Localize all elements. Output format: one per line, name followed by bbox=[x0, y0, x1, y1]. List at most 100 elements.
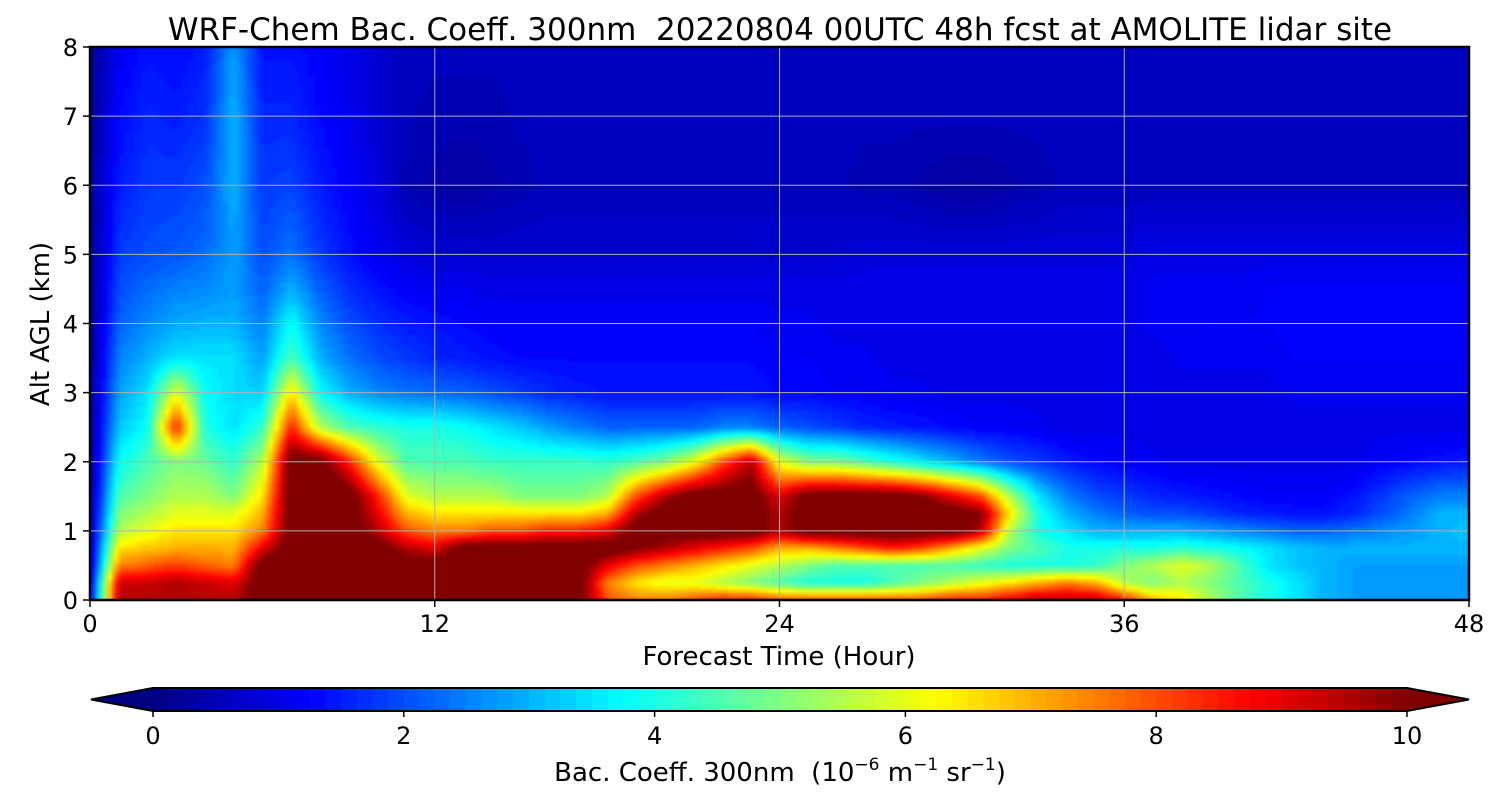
colorbar-segment bbox=[1140, 688, 1157, 711]
x-axis-ticks: 0 12 24 36 48 bbox=[82, 600, 1484, 638]
colorbar-segment bbox=[874, 688, 891, 711]
colorbar-segment bbox=[482, 688, 499, 711]
y-tick-label: 2 bbox=[63, 449, 78, 477]
colorbar-segment bbox=[435, 688, 452, 711]
colorbar-label-exponent: −6 bbox=[854, 755, 879, 775]
colorbar-segment bbox=[403, 688, 421, 711]
colorbar-segment bbox=[1046, 688, 1063, 711]
colorbar-segment bbox=[1250, 688, 1267, 711]
colorbar-segment bbox=[701, 688, 718, 711]
y-tick-label: 0 bbox=[63, 587, 78, 615]
colorbar-segment bbox=[184, 688, 201, 711]
colorbar-segment bbox=[889, 688, 906, 711]
y-tick-label: 3 bbox=[63, 380, 78, 408]
colorbar-segment bbox=[262, 688, 279, 711]
colorbar-extend-high bbox=[1407, 688, 1469, 711]
colorbar-segment bbox=[1156, 688, 1173, 711]
colorbar-segment bbox=[1312, 688, 1330, 711]
colorbar-segment bbox=[544, 688, 562, 711]
x-tick-label: 24 bbox=[764, 610, 795, 638]
y-axis-ticks: 0 1 2 3 4 5 6 7 8 bbox=[63, 34, 90, 615]
colorbar-segment bbox=[1359, 688, 1377, 711]
y-axis-label: Alt AGL (km) bbox=[26, 242, 56, 406]
colorbar-segment bbox=[1187, 688, 1204, 711]
colorbar-segment bbox=[905, 688, 922, 711]
colorbar-segment bbox=[1328, 688, 1345, 711]
colorbar-segment bbox=[450, 688, 468, 711]
colorbar-segment bbox=[623, 688, 640, 711]
colorbar-segment bbox=[591, 688, 609, 711]
colorbar-segment bbox=[1062, 688, 1079, 711]
colorbar-segment bbox=[936, 688, 954, 711]
colorbar-label-unit-m: m bbox=[879, 758, 913, 788]
colorbar-segment bbox=[388, 688, 405, 711]
colorbar-segment bbox=[1093, 688, 1110, 711]
colorbar-segment bbox=[153, 688, 170, 711]
colorbar-segment bbox=[1281, 688, 1298, 711]
y-tick-label: 8 bbox=[63, 34, 78, 62]
colorbar-segment bbox=[732, 688, 750, 711]
colorbar-segment bbox=[341, 688, 358, 711]
colorbar-segment bbox=[968, 688, 985, 711]
colorbar-segment bbox=[309, 688, 327, 711]
chart-title: WRF-Chem Bac. Coeff. 300nm 20220804 00UT… bbox=[168, 12, 1392, 48]
x-tick-label: 0 bbox=[82, 610, 97, 638]
colorbar-label-unit-sr: sr bbox=[938, 758, 971, 788]
colorbar-segment bbox=[858, 688, 875, 711]
x-tick-label: 48 bbox=[1454, 610, 1485, 638]
colorbar-tick-label: 8 bbox=[1149, 722, 1164, 750]
colorbar-segment bbox=[1297, 688, 1314, 711]
colorbar-segment bbox=[811, 688, 828, 711]
colorbar-segment bbox=[576, 688, 593, 711]
x-tick-label: 12 bbox=[419, 610, 450, 638]
colorbar-segment bbox=[842, 688, 859, 711]
colorbar-segment bbox=[356, 688, 374, 711]
colorbar-tick-label: 0 bbox=[145, 722, 160, 750]
colorbar-segment bbox=[1218, 688, 1236, 711]
colorbar-segment bbox=[921, 688, 938, 711]
colorbar-segment bbox=[1015, 688, 1032, 711]
colorbar-segment bbox=[247, 688, 264, 711]
colorbar-segment bbox=[168, 688, 185, 711]
colorbar-segment bbox=[215, 688, 232, 711]
colorbar-segment bbox=[1344, 688, 1361, 711]
colorbar-segment bbox=[419, 688, 436, 711]
colorbar-segment bbox=[1030, 688, 1048, 711]
colorbar-segment bbox=[1391, 688, 1408, 711]
y-tick-label: 6 bbox=[63, 172, 78, 200]
y-tick-label: 4 bbox=[63, 311, 78, 339]
colorbar-label-exponent-sr: −1 bbox=[971, 755, 996, 775]
colorbar-segment bbox=[294, 688, 311, 711]
colorbar-segment bbox=[497, 688, 515, 711]
colorbar-tick-label: 2 bbox=[396, 722, 411, 750]
y-tick-label: 5 bbox=[63, 241, 78, 269]
y-tick-label: 7 bbox=[63, 103, 78, 131]
colorbar-tick-label: 10 bbox=[1392, 722, 1423, 750]
grid-lines bbox=[90, 47, 1469, 600]
colorbar-label-suffix: ) bbox=[996, 758, 1006, 788]
colorbar-segment bbox=[1124, 688, 1142, 711]
x-axis-label: Forecast Time (Hour) bbox=[642, 642, 915, 672]
colorbar-tick-label: 6 bbox=[898, 722, 913, 750]
colorbar-segment bbox=[654, 688, 671, 711]
colorbar-ticks: 0 2 4 6 8 10 bbox=[145, 711, 1422, 750]
colorbar-segment bbox=[764, 688, 781, 711]
colorbar-segment bbox=[638, 688, 656, 711]
colorbar-extend-low bbox=[91, 688, 153, 711]
colorbar-segment bbox=[1077, 688, 1095, 711]
colorbar-segment bbox=[200, 688, 217, 711]
colorbar-label-prefix: Bac. Coeff. 300nm (10 bbox=[554, 758, 854, 788]
colorbar-segment bbox=[1234, 688, 1251, 711]
colorbar-segment bbox=[1203, 688, 1220, 711]
colorbar-segment bbox=[278, 688, 295, 711]
colorbar-segment bbox=[466, 688, 483, 711]
colorbar-label: Bac. Coeff. 300nm (10−6 m−1 sr−1) bbox=[554, 755, 1006, 788]
colorbar-segment bbox=[999, 688, 1016, 711]
colorbar-segment bbox=[780, 688, 797, 711]
colorbar-segment bbox=[372, 688, 389, 711]
x-tick-label: 36 bbox=[1109, 610, 1140, 638]
colorbar bbox=[90, 687, 1470, 712]
colorbar-label-exponent-m: −1 bbox=[913, 755, 938, 775]
colorbar-segment bbox=[983, 688, 1001, 711]
